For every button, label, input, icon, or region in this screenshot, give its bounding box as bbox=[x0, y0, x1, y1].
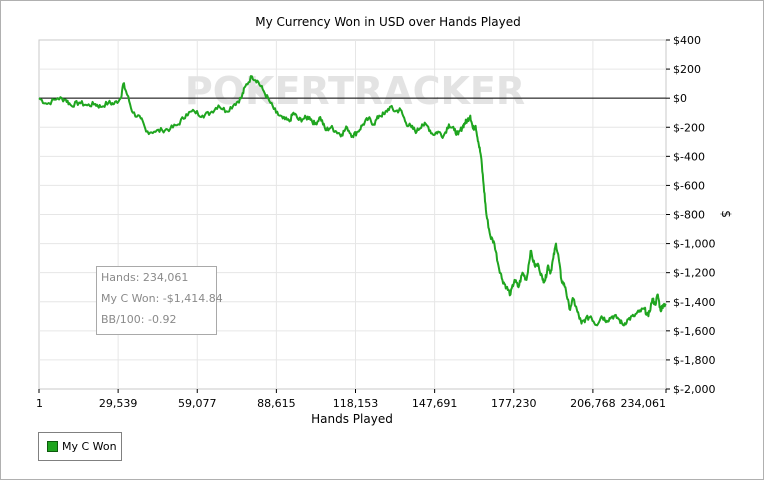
stats-hands: Hands: 234,061 bbox=[101, 271, 189, 284]
x-tick-label: 147,691 bbox=[412, 397, 458, 410]
x-axis-ticks: 1 29,539 59,077 88,615 118,153 147,691 177,230… bbox=[36, 389, 667, 410]
stats-won: My C Won: -$1,414.84 bbox=[101, 292, 223, 305]
series-layer bbox=[38, 75, 667, 327]
x-tick-label: 234,061 bbox=[621, 397, 667, 410]
y-tick-label: $0 bbox=[673, 92, 687, 105]
stats-bb100: BB/100: -0.92 bbox=[101, 313, 177, 326]
legend: My C Won bbox=[38, 432, 122, 461]
x-tick-label: 88,615 bbox=[257, 397, 296, 410]
series-line-my-c-won bbox=[38, 75, 667, 327]
x-tick-label: 1 bbox=[36, 397, 43, 410]
x-axis-title: Hands Played bbox=[311, 412, 393, 426]
y-tick-label: $-1,800 bbox=[673, 354, 715, 367]
x-tick-label: 59,077 bbox=[178, 397, 217, 410]
y-tick-label: $-2,000 bbox=[673, 383, 715, 396]
y-axis-title: $ bbox=[719, 210, 733, 218]
x-tick-label: 118,153 bbox=[333, 397, 379, 410]
y-tick-label: $-1,000 bbox=[673, 238, 715, 251]
watermark-logo: POKERTRACKER bbox=[185, 69, 525, 113]
legend-swatch bbox=[47, 441, 58, 452]
y-tick-label: $-600 bbox=[673, 179, 705, 192]
y-tick-label: $400 bbox=[673, 34, 701, 47]
y-tick-label: $-1,600 bbox=[673, 325, 715, 338]
y-tick-label: $200 bbox=[673, 63, 701, 76]
y-tick-label: $-800 bbox=[673, 209, 705, 222]
y-tick-label: $-1,400 bbox=[673, 296, 715, 309]
y-axis-ticks: $400 $200 $0 $-200 $-400 $-600 $-800 $-1,000 $-1… bbox=[666, 34, 715, 396]
y-tick-label: $-200 bbox=[673, 121, 705, 134]
x-tick-label: 177,230 bbox=[491, 397, 537, 410]
legend-label: My C Won bbox=[62, 440, 117, 453]
y-tick-label: $-1,200 bbox=[673, 267, 715, 280]
y-tick-label: $-400 bbox=[673, 150, 705, 163]
stats-tooltip: Hands: 234,061 My C Won: -$1,414.84 BB/1… bbox=[96, 266, 223, 335]
chart-title: My Currency Won in USD over Hands Played bbox=[255, 15, 521, 29]
x-tick-label: 29,539 bbox=[99, 397, 138, 410]
x-tick-label: 206,768 bbox=[570, 397, 616, 410]
